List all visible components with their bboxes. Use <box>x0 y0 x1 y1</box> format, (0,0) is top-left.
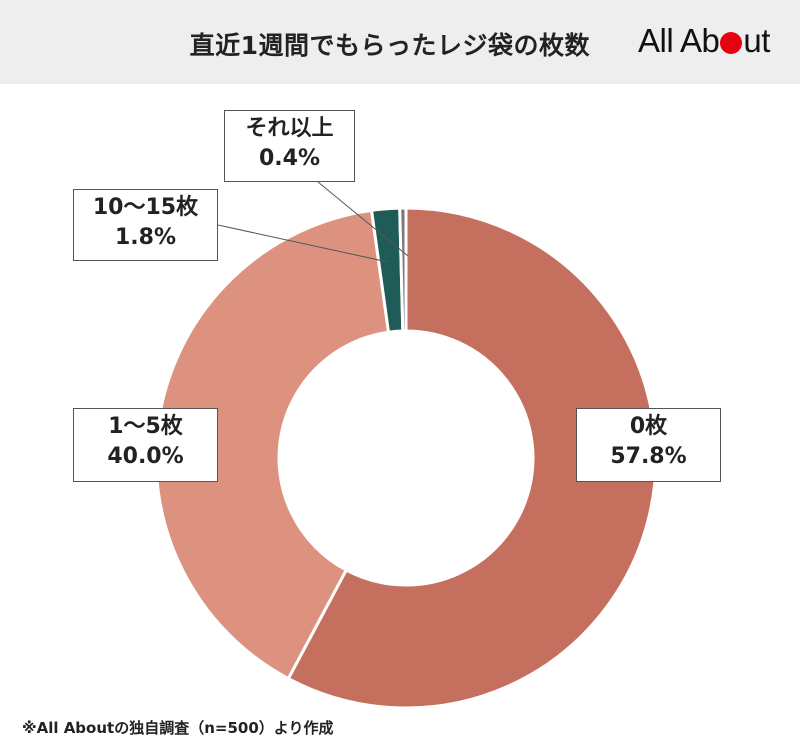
brand-text-1: All Ab <box>638 22 720 59</box>
brand-logo: All Ab ut <box>638 22 770 60</box>
leader-line-more <box>317 181 409 257</box>
label-0-mai: 0枚 57.8% <box>576 408 721 482</box>
label-1-5-mai-value: 40.0% <box>107 444 184 469</box>
label-10-15-mai: 10〜15枚 1.8% <box>73 189 218 261</box>
label-more-category: それ以上 <box>245 116 334 141</box>
header-bar: 直近1週間でもらったレジ袋の枚数 All Ab ut <box>0 0 800 84</box>
label-0-mai-category: 0枚 <box>629 414 668 439</box>
brand-dot-icon <box>720 32 743 54</box>
label-more-value: 0.4% <box>258 146 320 171</box>
label-10-15-mai-value: 1.8% <box>114 225 176 250</box>
label-more: それ以上 0.4% <box>224 110 355 182</box>
label-1-5-mai-category: 1〜5枚 <box>108 414 183 439</box>
leader-lines <box>217 181 409 263</box>
donut-slices <box>154 206 658 710</box>
label-10-15-mai-category: 10〜15枚 <box>92 195 199 220</box>
chart-title: 直近1週間でもらったレジ袋の枚数 <box>189 31 590 60</box>
label-1-5-mai: 1〜5枚 40.0% <box>73 408 218 482</box>
source-note: ※All Aboutの独自調査（n=500）より作成 <box>22 719 334 737</box>
brand-text-2: ut <box>743 22 770 59</box>
slice-0-mai <box>286 206 658 710</box>
label-0-mai-value: 57.8% <box>610 444 687 469</box>
slice-more <box>398 206 408 333</box>
leader-line-10-15 <box>217 224 389 263</box>
slice-1-5-mai <box>154 208 391 681</box>
